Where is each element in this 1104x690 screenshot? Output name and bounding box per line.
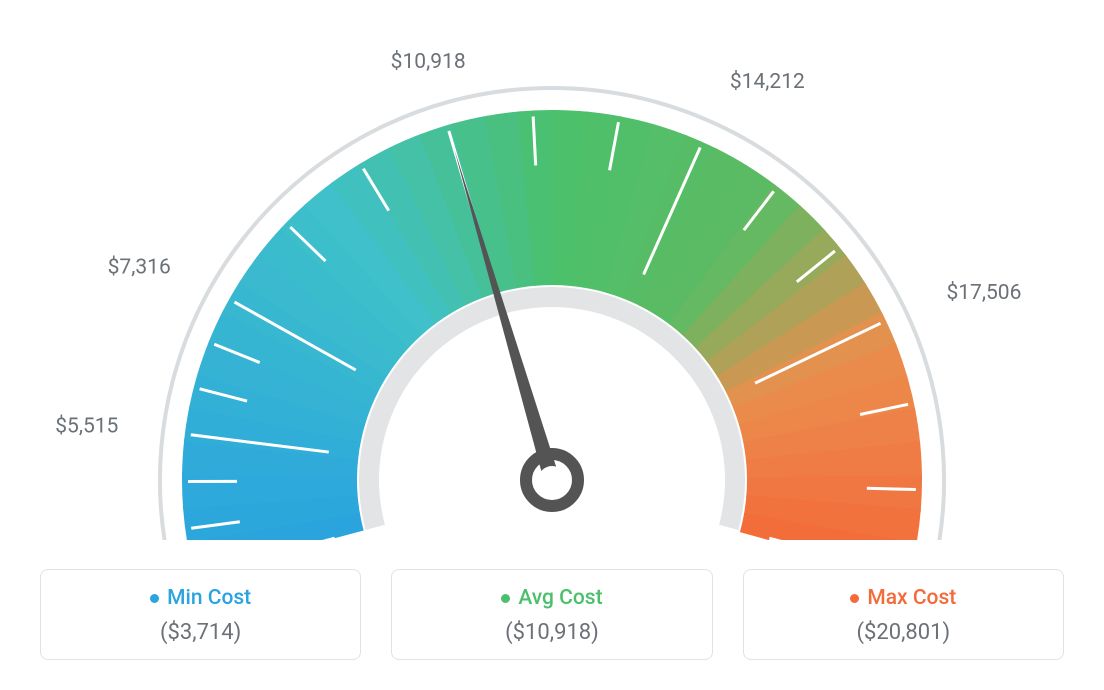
legend-title-max: Max Cost bbox=[850, 586, 956, 610]
legend-card-avg: Avg Cost ($10,918) bbox=[391, 569, 712, 660]
gauge-tick-label: $10,918 bbox=[391, 50, 466, 74]
legend-value-min: ($3,714) bbox=[51, 620, 350, 645]
legend-card-min: Min Cost ($3,714) bbox=[40, 569, 361, 660]
gauge-tick-label: $7,316 bbox=[108, 255, 171, 279]
legend-title-text: Max Cost bbox=[867, 586, 956, 610]
gauge-tick-label: $5,515 bbox=[55, 415, 118, 439]
legend-dot-avg bbox=[501, 594, 510, 603]
legend-dot-min bbox=[150, 594, 159, 603]
legend-value-avg: ($10,918) bbox=[402, 620, 701, 645]
legend-card-max: Max Cost ($20,801) bbox=[743, 569, 1064, 660]
gauge-tick-label: $17,506 bbox=[946, 281, 1021, 305]
gauge-needle-hub-inner bbox=[538, 466, 566, 494]
gauge-tick-label: $14,212 bbox=[730, 70, 805, 94]
cost-gauge-container: $3,714$5,515$7,316$10,918$14,212$17,506$… bbox=[0, 0, 1104, 690]
legend-title-text: Min Cost bbox=[167, 586, 251, 610]
legend-dot-max bbox=[850, 594, 859, 603]
gauge-svg: $3,714$5,515$7,316$10,918$14,212$17,506$… bbox=[0, 0, 1104, 540]
gauge-minor-tick bbox=[867, 488, 916, 489]
legend-title-min: Min Cost bbox=[150, 586, 251, 610]
gauge-chart: $3,714$5,515$7,316$10,918$14,212$17,506$… bbox=[0, 0, 1104, 540]
legend-row: Min Cost ($3,714) Avg Cost ($10,918) Max Cos… bbox=[40, 569, 1064, 660]
legend-title-text: Avg Cost bbox=[518, 586, 602, 610]
legend-value-max: ($20,801) bbox=[754, 620, 1053, 645]
legend-title-avg: Avg Cost bbox=[501, 586, 602, 610]
